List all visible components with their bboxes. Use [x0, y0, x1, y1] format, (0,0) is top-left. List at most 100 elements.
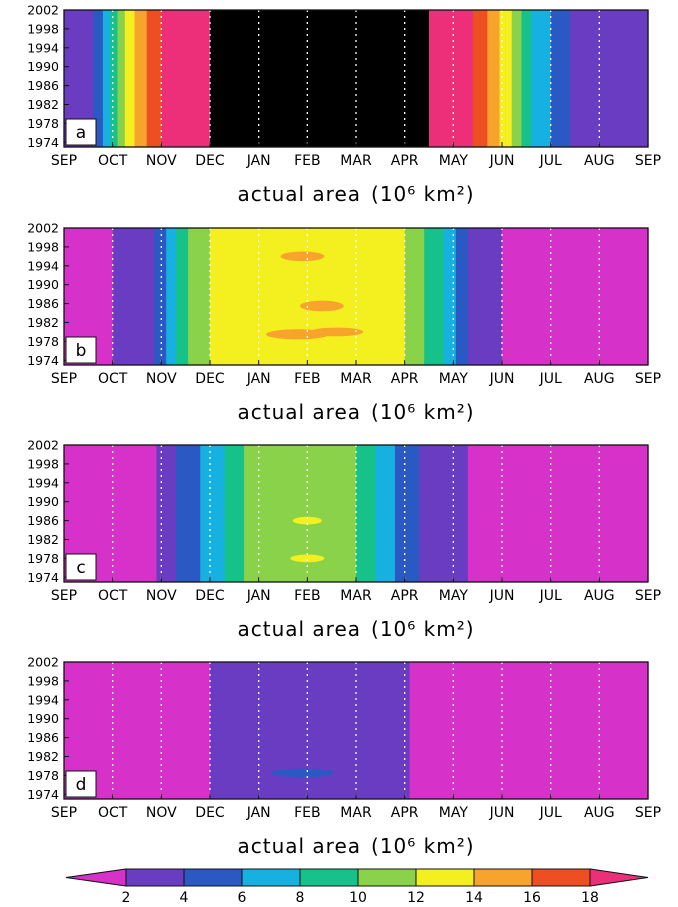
- y-tick-label: 1974: [27, 787, 59, 802]
- panel-b-band-6: [210, 228, 406, 365]
- panel-b-patch-1: [300, 300, 344, 312]
- colorbar-lower-extension: [65, 868, 127, 887]
- x-tick-label: JAN: [246, 153, 271, 169]
- x-tick-label: MAY: [439, 371, 469, 387]
- y-tick-label: 1994: [27, 258, 59, 273]
- y-tick-label: 1978: [27, 551, 59, 566]
- x-axis-title: actual area (10⁶ km²): [237, 182, 474, 206]
- panel-a-band-16: [531, 10, 552, 147]
- x-tick-label: NOV: [146, 588, 177, 604]
- panel-b-band-7: [404, 228, 425, 365]
- colorbar-tick-label: 10: [349, 890, 367, 906]
- y-tick-label: 1986: [27, 78, 59, 93]
- panel-b-band-9: [443, 228, 457, 365]
- y-tick-label: 1982: [27, 749, 59, 764]
- x-tick-label: APR: [391, 153, 419, 169]
- panel-c-band-10: [467, 445, 649, 582]
- y-tick-label: 1986: [27, 296, 59, 311]
- x-tick-label: APR: [391, 588, 419, 604]
- x-tick-label: JUL: [539, 371, 562, 387]
- x-tick-label: DEC: [195, 153, 225, 169]
- x-tick-label: FEB: [294, 805, 321, 821]
- x-tick-label: SEP: [635, 153, 661, 169]
- x-axis-title-text: actual area: [237, 617, 361, 641]
- x-tick-label: MAY: [439, 588, 469, 604]
- panel-c: 2002 1998 1994 1990 1986 1982 1978 1974 SEP OCT NO…: [27, 438, 661, 642]
- x-tick-label: JUN: [489, 153, 515, 169]
- panel-a-band-12: [487, 10, 501, 147]
- panel-a-band-13: [499, 10, 513, 147]
- x-tick-label: OCT: [98, 588, 128, 604]
- x-tick-label: FEB: [294, 588, 321, 604]
- panel-a-band-17: [550, 10, 571, 147]
- colorbar-tick-label: 16: [523, 890, 541, 906]
- colorbar-swatch: [531, 868, 591, 887]
- panel-a: 2002 1998 1994 1990 1986 1982 1978 1974 SEP OCT NO…: [27, 3, 661, 207]
- x-tick-label: NOV: [146, 805, 177, 821]
- panel-label: a: [76, 123, 86, 143]
- colorbar-tick-label: 12: [407, 890, 425, 906]
- panel-d: 2002 1998 1994 1990 1986 1982 1978 1974 SEP OCT NO…: [27, 655, 661, 859]
- x-tick-label: JUL: [539, 153, 562, 169]
- y-tick-label: 1982: [27, 97, 59, 112]
- x-tick-label: SEP: [635, 805, 661, 821]
- panel-a-band-11: [472, 10, 488, 147]
- x-tick-label: SEP: [635, 371, 661, 387]
- x-axis-title-text: actual area: [237, 182, 361, 206]
- colorbar-tick-label: 14: [465, 890, 483, 906]
- panel-b-band-11: [467, 228, 503, 365]
- panel-label: c: [76, 558, 85, 578]
- y-tick-label: 1986: [27, 730, 59, 745]
- colorbar-swatch: [241, 868, 301, 887]
- x-tick-label: OCT: [98, 153, 128, 169]
- x-axis-title: actual area (10⁶ km²): [237, 400, 474, 424]
- panel-a-band-5: [124, 10, 136, 147]
- colorbar-tick-label: 2: [122, 890, 131, 906]
- panel-a-band-18: [570, 10, 649, 147]
- y-tick-label: 2002: [27, 3, 59, 18]
- panel-a-band-2: [102, 10, 111, 147]
- x-axis-title-unit: (10⁶ km²): [371, 834, 475, 858]
- x-tick-label: AUG: [584, 588, 615, 604]
- y-tick-label: 1978: [27, 334, 59, 349]
- y-tick-label: 1982: [27, 315, 59, 330]
- panel-b-patch-0: [280, 251, 325, 262]
- y-tick-label: 1998: [27, 456, 59, 471]
- panel-a-band-4: [117, 10, 126, 147]
- y-tick-label: 2002: [27, 655, 59, 670]
- y-tick-label: 1990: [27, 59, 59, 74]
- x-tick-label: MAR: [340, 371, 372, 387]
- x-tick-label: DEC: [195, 588, 225, 604]
- panel-b-band-2: [154, 228, 167, 365]
- panel-a-band-3: [110, 10, 119, 147]
- x-tick-label: AUG: [584, 805, 615, 821]
- x-tick-label: MAY: [439, 805, 469, 821]
- x-tick-label: SEP: [51, 371, 77, 387]
- panel-c-band-8: [394, 445, 420, 582]
- x-tick-label: SEP: [51, 588, 77, 604]
- x-tick-label: OCT: [98, 805, 128, 821]
- x-tick-label: SEP: [51, 153, 77, 169]
- y-tick-label: 2002: [27, 438, 59, 453]
- panel-label-box: [65, 118, 97, 146]
- y-tick-label: 1998: [27, 239, 59, 254]
- x-tick-label: MAR: [340, 805, 372, 821]
- panel-a-band-10: [429, 10, 474, 147]
- panel-c-band-2: [175, 445, 201, 582]
- x-tick-label: JUN: [489, 371, 515, 387]
- panel-b-band-4: [175, 228, 189, 365]
- y-tick-label: 1986: [27, 513, 59, 528]
- x-tick-label: FEB: [294, 153, 321, 169]
- panel-a-band-15: [521, 10, 532, 147]
- x-tick-label: JUL: [539, 805, 562, 821]
- y-tick-label: 1978: [27, 768, 59, 783]
- x-tick-label: JAN: [246, 588, 271, 604]
- panel-b-band-10: [455, 228, 469, 365]
- x-tick-label: DEC: [195, 371, 225, 387]
- y-tick-label: 1982: [27, 532, 59, 547]
- y-tick-label: 1978: [27, 116, 59, 131]
- panel-label-box: [65, 770, 97, 798]
- colorbar-swatch: [183, 868, 243, 887]
- x-axis-title: actual area (10⁶ km²): [237, 834, 474, 858]
